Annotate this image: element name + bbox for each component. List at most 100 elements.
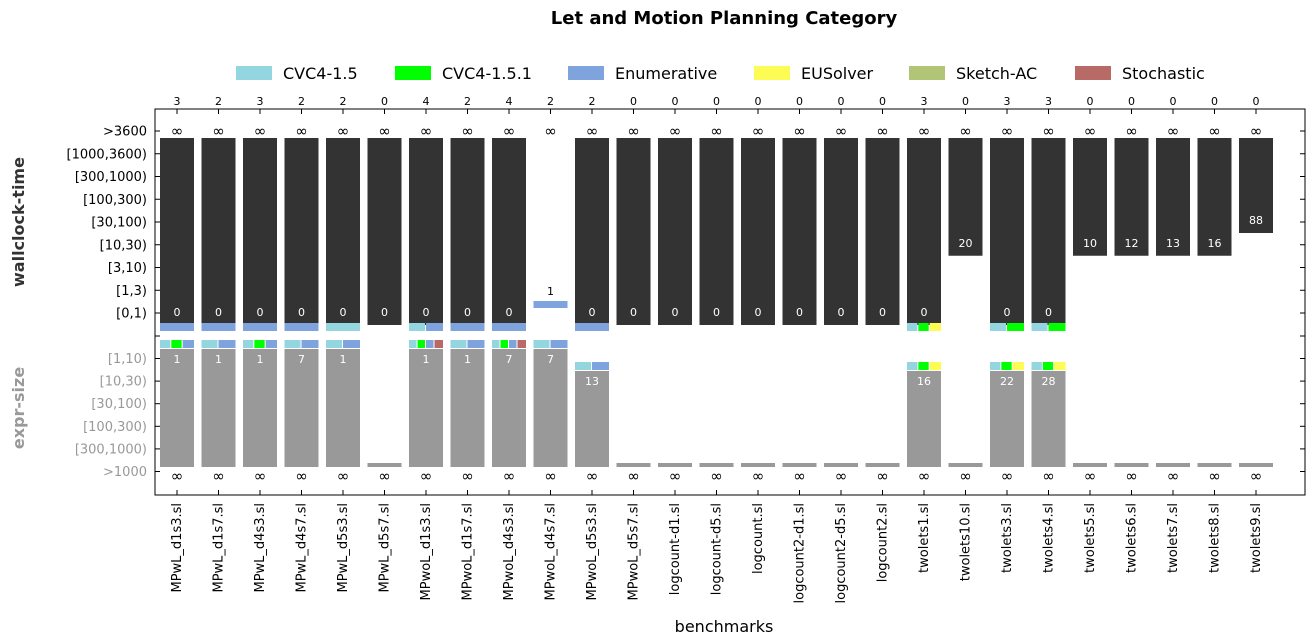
solved-count: 3 [921,95,928,108]
size-solver-strip [1012,362,1024,370]
time-bar [450,138,485,325]
chart-title: Let and Motion Planning Category [551,8,898,29]
benchmark-label: logcount-d5.sl [710,503,725,595]
benchmark-label: MPwoL_d4s3.sl [502,503,517,600]
solved-count: 2 [547,95,554,108]
size-solver-strip [467,340,485,348]
size-bar [492,349,526,467]
infinity-label-size: ∞ [918,467,931,485]
size-bar-label: 7 [506,353,513,366]
infinity-label-time: ∞ [254,122,267,140]
time-bar [865,138,900,325]
time-bar-label: 13 [1166,237,1180,250]
size-bar [243,349,277,467]
size-bar [533,349,568,467]
infinity-label-time: ∞ [1084,122,1097,140]
time-solver-strip [492,323,526,331]
y-tick-label-size: [1,10) [108,352,147,367]
time-bar-label: 0 [630,306,637,319]
time-bar [824,138,858,325]
time-bar-label: 0 [215,306,222,319]
legend-swatch-sketch-ac [909,66,945,80]
time-bar [782,138,817,325]
y-axis-label-expr-size: expr-size [9,367,28,449]
infinity-label-time: ∞ [710,122,723,140]
time-solver-strip [1007,323,1024,331]
infinity-label-size: ∞ [1084,467,1097,485]
size-bar-label: 13 [585,375,599,388]
legend-swatch-stochastic [1075,66,1111,80]
size-solver-strip [517,340,526,348]
time-solver-strip [426,323,443,331]
size-solver-strip [434,340,443,348]
time-bar [201,138,236,325]
size-solver-strip [1031,362,1042,370]
solved-count: 0 [755,95,762,108]
time-solver-strip [326,323,360,331]
time-bar [1114,138,1149,256]
infinity-label-time: ∞ [544,122,557,140]
time-solver-strip [160,323,194,331]
benchmark-label: MPwoL_d1s3.sl [419,503,434,600]
benchmark-label: logcount.sl [751,503,766,574]
size-bar-unsolved [948,463,983,467]
size-bar-unsolved [865,463,900,467]
size-bar-unsolved [616,463,651,467]
solved-count: 0 [1170,95,1177,108]
legend-label: CVC4-1.5 [283,64,358,83]
size-bar-label: 22 [1000,375,1014,388]
time-bar-label: 20 [959,237,973,250]
time-solver-strip [409,323,425,331]
solved-count: 4 [506,95,513,108]
y-tick-label-size: [300,1000) [75,442,147,457]
infinity-label-time: ∞ [503,122,516,140]
benchmark-label: MPwL_d5s3.sl [336,503,351,593]
infinity-label-time: ∞ [420,122,433,140]
solved-count: 3 [1004,95,1011,108]
infinity-label-size: ∞ [1167,467,1180,485]
size-bar-label: 1 [257,353,264,366]
time-bar [658,138,692,325]
infinity-label-size: ∞ [1001,467,1014,485]
size-bar-unsolved [1156,463,1190,467]
size-solver-strip [284,340,301,348]
infinity-label-size: ∞ [627,467,640,485]
size-bar [284,349,319,467]
size-solver-strip [343,340,360,348]
benchmark-label: MPwL_d4s3.sl [253,503,268,593]
time-bar [409,138,443,325]
size-solver-strip [326,340,342,348]
benchmark-label: twolets7.sl [1166,503,1181,573]
time-solver-strip [1031,323,1048,331]
time-bar-label: 0 [672,306,679,319]
size-solver-strip [218,340,236,348]
time-bar [160,138,194,325]
infinity-label-size: ∞ [793,467,806,485]
solved-count: 3 [1045,95,1052,108]
infinity-label-size: ∞ [420,467,433,485]
benchmark-label: MPwoL_d1s7.sl [461,503,476,600]
infinity-label-time: ∞ [918,122,931,140]
time-bar-label: 0 [879,306,886,319]
time-solver-strip [575,323,609,331]
solved-count: 3 [257,95,264,108]
size-bar-label: 1 [464,353,471,366]
y-tick-label-time: [100,300) [83,193,147,208]
time-bar [948,138,983,256]
y-axis-ticks: [0,1) [1,3) [3,10) [10,30) [30,100) [100,300)… [67,125,1305,480]
size-bar-unsolved [1114,463,1149,467]
infinity-label-size: ∞ [669,467,682,485]
infinity-label-time: ∞ [1167,122,1180,140]
infinity-label-size: ∞ [835,467,848,485]
time-bar-label: 0 [423,306,430,319]
benchmark-label: logcount2-d1.sl [793,503,808,604]
size-bar-unsolved [1073,463,1107,467]
infinity-label-size: ∞ [171,467,184,485]
size-bar [575,371,609,467]
time-bar-label: 0 [796,306,803,319]
time-bar [1156,138,1190,256]
infinity-label-size: ∞ [544,467,557,485]
solved-count: 2 [589,95,596,108]
infinity-label-time: ∞ [461,122,474,140]
infinity-label-time: ∞ [1001,122,1014,140]
